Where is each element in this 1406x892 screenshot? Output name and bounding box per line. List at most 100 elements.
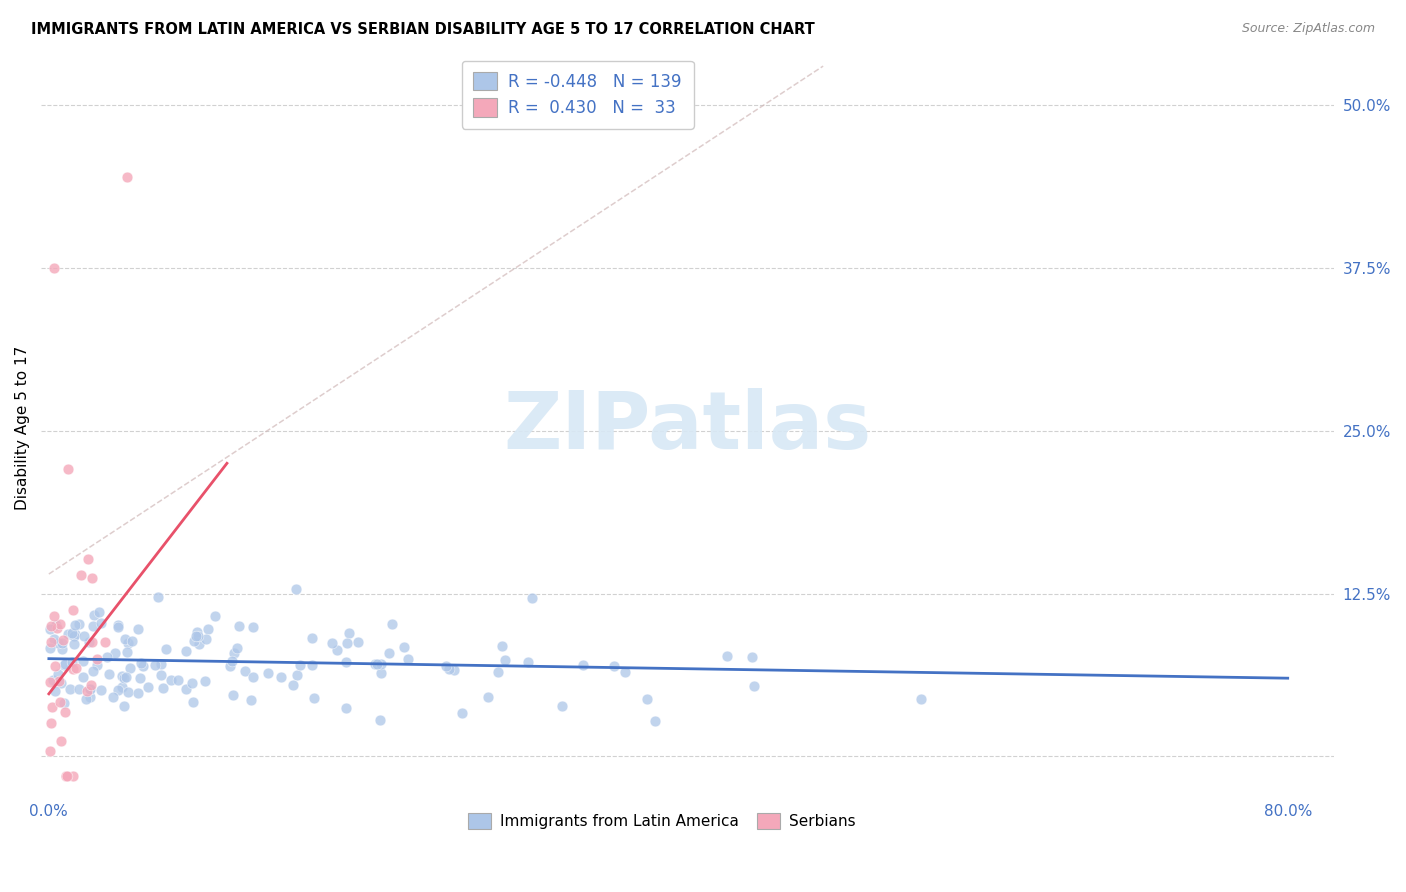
Point [551, 699, 574, 714]
Point [129, 656, 152, 670]
Point [80, 635, 103, 649]
Point [437, 661, 460, 675]
Point [637, 692, 659, 706]
Point [285, 668, 308, 682]
Point [150, 668, 173, 682]
Point [486, 665, 509, 679]
Point [370, 666, 392, 681]
Point [644, 714, 666, 728]
Point [398, 652, 420, 666]
Point [242, 620, 264, 634]
Point [90, 683, 112, 698]
Point [226, 640, 249, 655]
Point [477, 690, 499, 704]
Point [107, 618, 129, 632]
Point [79, 690, 101, 705]
Point [491, 639, 513, 653]
Point [79, 681, 101, 696]
Point [112, 699, 135, 714]
Point [76, 552, 98, 566]
Point [392, 640, 415, 654]
Point [44, 659, 66, 673]
Point [520, 591, 543, 606]
Point [222, 646, 245, 660]
Point [183, 633, 205, 648]
Point [602, 658, 624, 673]
Point [443, 663, 465, 677]
Point [111, 669, 134, 683]
Point [143, 657, 166, 672]
Point [63, 618, 86, 632]
Point [517, 655, 540, 669]
Point [117, 645, 139, 659]
Point [63, 627, 86, 641]
Point [107, 619, 129, 633]
Point [62, 629, 84, 643]
Point [910, 692, 932, 706]
Point [41, 700, 63, 714]
Point [83, 608, 105, 623]
Point [176, 643, 198, 657]
Point [48, 673, 70, 688]
Point [242, 669, 264, 683]
Point [79, 682, 101, 697]
Point [86, 657, 108, 672]
Point [347, 635, 370, 649]
Point [77, 635, 100, 649]
Point [39, 619, 62, 633]
Point [53, 657, 76, 671]
Point [49, 675, 72, 690]
Point [82, 619, 104, 633]
Point [48, 667, 70, 681]
Point [62, 662, 84, 676]
Point [132, 658, 155, 673]
Point [45, 617, 67, 632]
Point [741, 649, 763, 664]
Point [114, 632, 136, 646]
Point [63, 637, 86, 651]
Y-axis label: Disability Age 5 to 17: Disability Age 5 to 17 [15, 345, 30, 509]
Point [48, 695, 70, 709]
Text: Source: ZipAtlas.com: Source: ZipAtlas.com [1241, 22, 1375, 36]
Point [270, 670, 292, 684]
Point [301, 631, 323, 645]
Point [146, 590, 169, 604]
Point [60, 626, 83, 640]
Point [181, 695, 204, 709]
Point [127, 622, 149, 636]
Point [112, 671, 135, 685]
Point [111, 680, 134, 694]
Point [115, 670, 138, 684]
Point [98, 666, 121, 681]
Point [67, 681, 90, 696]
Point [44, 684, 66, 698]
Point [58, 682, 80, 697]
Point [127, 685, 149, 699]
Point [46, 621, 69, 635]
Point [290, 657, 312, 672]
Point [195, 632, 218, 646]
Point [160, 673, 183, 687]
Point [366, 657, 388, 671]
Point [72, 654, 94, 668]
Point [614, 665, 637, 679]
Point [82, 571, 104, 585]
Point [80, 677, 103, 691]
Point [89, 605, 111, 619]
Point [121, 634, 143, 648]
Point [104, 646, 127, 660]
Point [82, 664, 104, 678]
Point [235, 664, 257, 678]
Point [187, 637, 209, 651]
Point [239, 692, 262, 706]
Point [53, 696, 76, 710]
Point [742, 680, 765, 694]
Point [56, 462, 79, 476]
Point [39, 635, 62, 649]
Point [136, 680, 159, 694]
Point [48, 616, 70, 631]
Point [42, 632, 65, 646]
Point [76, 683, 98, 698]
Point [194, 674, 217, 689]
Point [51, 641, 73, 656]
